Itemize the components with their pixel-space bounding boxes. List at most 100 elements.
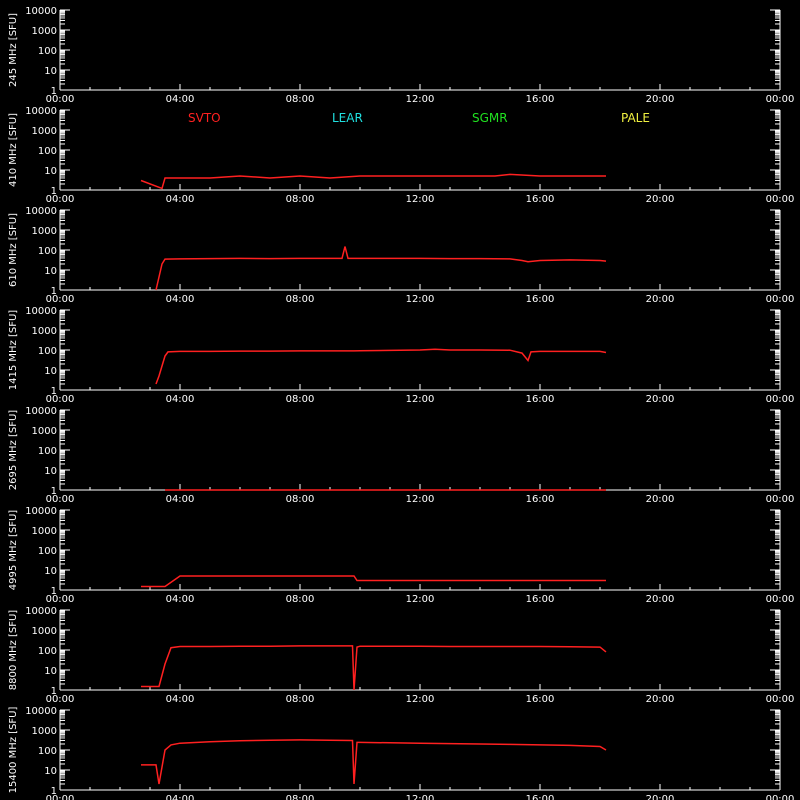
y-axis-label: 2695 MHz [SFU]	[8, 410, 19, 491]
x-tick-label: 16:00	[526, 794, 555, 800]
x-tick-label: 20:00	[646, 294, 675, 305]
y-tick-label: 10000	[25, 106, 57, 117]
panel-4: 1 10 100 1000 10000 00:00 04:00 08:00 12:00 16:00…	[8, 406, 794, 505]
series-line-svto	[141, 645, 607, 691]
panel-5: 1 10 100 1000 10000 00:00 04:00 08:00 12:00 16:00…	[8, 506, 794, 605]
legend: SVTO LEAR SGMR PALE	[188, 111, 650, 125]
y-tick-label: 1	[51, 386, 57, 397]
y-tick-label: 1000	[32, 26, 57, 37]
x-tick-label: 12:00	[406, 494, 435, 505]
series-line-svto	[141, 575, 606, 588]
y-tick-label: 1000	[32, 726, 57, 737]
y-axis-label: 245 MHz [SFU]	[8, 13, 19, 87]
y-tick-label: 1	[51, 686, 57, 697]
x-tick-label: 20:00	[646, 194, 675, 205]
legend-entry-pale: PALE	[621, 111, 650, 125]
y-tick-label: 10	[44, 566, 57, 577]
y-tick-label: 10	[44, 666, 57, 677]
x-tick-label: 00:00	[766, 794, 795, 800]
x-tick-label: 20:00	[646, 394, 675, 405]
x-tick-label: 16:00	[526, 694, 555, 705]
x-tick-label: 16:00	[526, 294, 555, 305]
x-tick-label: 20:00	[646, 594, 675, 605]
x-tick-label: 12:00	[406, 94, 435, 105]
y-tick-label: 100	[38, 646, 57, 657]
x-tick-label: 04:00	[166, 94, 195, 105]
x-tick-label: 00:00	[766, 494, 795, 505]
x-tick-label: 08:00	[286, 794, 315, 800]
x-tick-label: 08:00	[286, 494, 315, 505]
x-tick-label: 00:00	[46, 794, 75, 800]
y-tick-label: 10000	[25, 606, 57, 617]
y-tick-label: 10	[44, 166, 57, 177]
legend-entry-sgmr: SGMR	[472, 111, 508, 125]
x-tick-label: 04:00	[166, 294, 195, 305]
x-tick-label: 00:00	[46, 94, 75, 105]
x-tick-label: 00:00	[46, 494, 75, 505]
x-tick-label: 20:00	[646, 694, 675, 705]
x-tick-label: 20:00	[646, 494, 675, 505]
x-tick-label: 16:00	[526, 394, 555, 405]
y-tick-label: 1000	[32, 326, 57, 337]
x-tick-label: 04:00	[166, 594, 195, 605]
panel-1: 1 10 100 1000 10000 00:00 04:00 08:00 12:00 16:00…	[8, 106, 794, 205]
x-tick-label: 12:00	[406, 194, 435, 205]
x-tick-label: 00:00	[46, 194, 75, 205]
y-tick-label: 100	[38, 146, 57, 157]
y-tick-label: 1000	[32, 626, 57, 637]
x-tick-label: 12:00	[406, 594, 435, 605]
y-tick-label: 10000	[25, 506, 57, 517]
panel-3: 1 10 100 1000 10000 00:00 04:00 08:00 12:00 16:00…	[8, 306, 794, 405]
y-axis-label: 410 MHz [SFU]	[8, 113, 19, 187]
y-axis-label: 610 MHz [SFU]	[8, 213, 19, 287]
x-tick-label: 00:00	[46, 694, 75, 705]
y-tick-label: 1000	[32, 226, 57, 237]
panel-2: 1 10 100 1000 10000 00:00 04:00 08:00 12:00 16:00…	[8, 206, 794, 305]
y-axis-label: 4995 MHz [SFU]	[8, 510, 19, 591]
legend-entry-lear: LEAR	[332, 111, 363, 125]
y-tick-label: 10	[44, 66, 57, 77]
y-tick-label: 1	[51, 186, 57, 197]
y-tick-label: 10000	[25, 706, 57, 717]
x-tick-label: 00:00	[766, 94, 795, 105]
x-tick-label: 04:00	[166, 494, 195, 505]
x-tick-label: 04:00	[166, 794, 195, 800]
x-tick-label: 12:00	[406, 794, 435, 800]
x-tick-label: 04:00	[166, 394, 195, 405]
x-tick-label: 20:00	[646, 794, 675, 800]
y-tick-label: 1	[51, 486, 57, 497]
x-tick-label: 04:00	[166, 194, 195, 205]
y-tick-label: 1000	[32, 426, 57, 437]
x-tick-label: 12:00	[406, 394, 435, 405]
y-tick-label: 10000	[25, 206, 57, 217]
x-tick-label: 00:00	[46, 294, 75, 305]
x-tick-label: 04:00	[166, 694, 195, 705]
y-tick-label: 1000	[32, 126, 57, 137]
y-axis-label: 8800 MHz [SFU]	[8, 610, 19, 691]
y-axis-label: 1415 MHz [SFU]	[8, 310, 19, 391]
y-tick-label: 100	[38, 746, 57, 757]
series-line-svto	[141, 739, 607, 785]
legend-entry-svto: SVTO	[188, 111, 221, 125]
y-tick-label: 10000	[25, 306, 57, 317]
y-axis-label: 15400 MHz [SFU]	[8, 707, 19, 794]
x-tick-label: 00:00	[46, 594, 75, 605]
x-tick-label: 00:00	[766, 294, 795, 305]
y-tick-label: 100	[38, 46, 57, 57]
y-tick-label: 1	[51, 786, 57, 797]
y-tick-label: 10	[44, 466, 57, 477]
x-tick-label: 08:00	[286, 94, 315, 105]
series-line-svto	[155, 348, 607, 385]
x-tick-label: 00:00	[766, 194, 795, 205]
y-tick-label: 1	[51, 586, 57, 597]
x-tick-label: 08:00	[286, 694, 315, 705]
x-tick-label: 16:00	[526, 94, 555, 105]
x-tick-label: 08:00	[286, 294, 315, 305]
y-tick-label: 10	[44, 266, 57, 277]
x-tick-label: 08:00	[286, 194, 315, 205]
x-tick-label: 16:00	[526, 194, 555, 205]
x-tick-label: 16:00	[526, 494, 555, 505]
y-tick-label: 100	[38, 446, 57, 457]
x-tick-label: 00:00	[766, 394, 795, 405]
